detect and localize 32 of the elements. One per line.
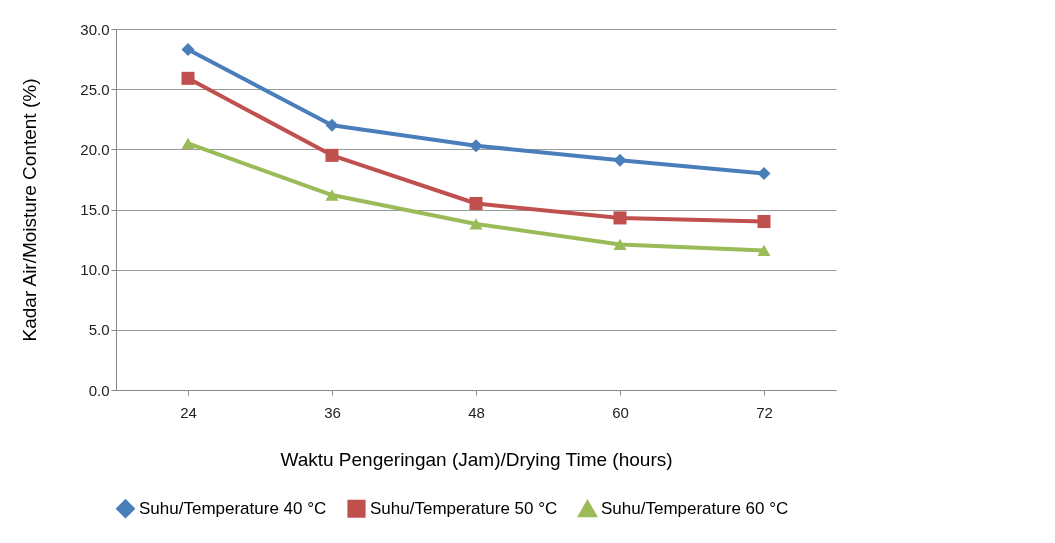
y-tick-label: 5.0 — [88, 321, 110, 339]
y-tick-label: 15.0 — [80, 201, 110, 218]
legend-label: Suhu/Temperature 50 °C — [370, 498, 558, 518]
y-axis-title: Kadar Air/Moisture Content (%) — [19, 78, 41, 342]
point — [469, 196, 483, 210]
point — [757, 244, 771, 257]
point — [613, 153, 627, 167]
point — [181, 42, 195, 56]
point — [613, 211, 627, 225]
x-tick-label: 36 — [324, 403, 341, 421]
x-axis-title: Waktu Pengeringan (Jam)/Drying Time (hours) — [280, 448, 673, 470]
y-tick-label: 10.0 — [80, 261, 110, 279]
point — [325, 148, 339, 162]
y-tick-label: 0.0 — [88, 381, 110, 399]
legend-label: Suhu/Temperature 60 °C — [601, 499, 789, 519]
point — [181, 137, 195, 149]
x-tick-label: 60 — [612, 403, 629, 421]
point — [469, 139, 483, 153]
x-tick-label: 48 — [468, 403, 485, 421]
x-tick-label: 72 — [756, 403, 773, 421]
point — [181, 71, 195, 85]
legend-label: Suhu/Temperature 40 °C — [139, 498, 327, 518]
point — [757, 215, 771, 229]
x-tick-label: 24 — [180, 403, 197, 421]
point — [613, 238, 627, 251]
point — [325, 118, 339, 132]
y-tick-label: 20.0 — [80, 140, 110, 158]
y-tick-label: 30.0 — [80, 20, 110, 38]
point — [757, 166, 771, 180]
point — [325, 189, 339, 201]
point — [469, 218, 483, 230]
y-tick-label: 25.0 — [80, 80, 110, 98]
